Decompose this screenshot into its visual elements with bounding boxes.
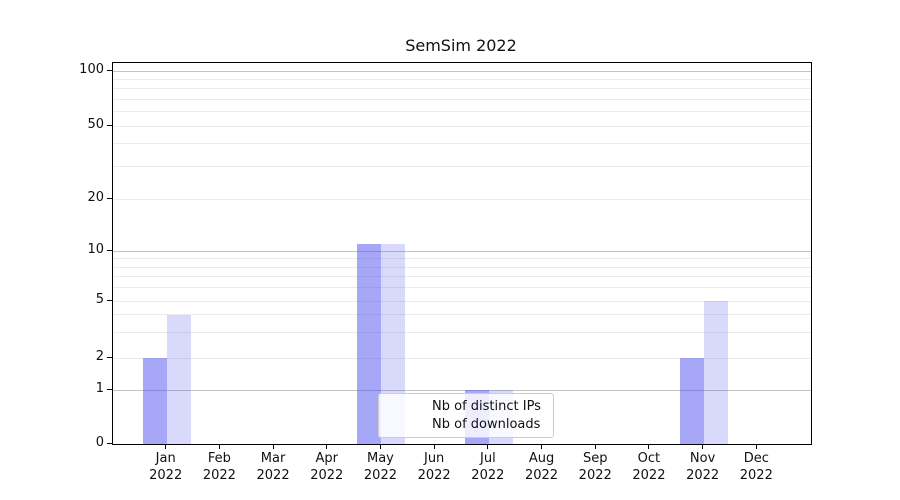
x-tick-label: Jun 2022 bbox=[417, 451, 451, 483]
bar-distinct-ips bbox=[142, 358, 167, 444]
gridline-minor bbox=[113, 198, 811, 200]
x-tick-mark bbox=[218, 444, 220, 449]
legend-label-distinct-ips: Nb of distinct IPs bbox=[432, 399, 541, 414]
gridline-minor bbox=[113, 276, 811, 278]
bar-downloads bbox=[703, 301, 728, 444]
gridline-minor bbox=[113, 111, 811, 113]
y-tick-mark bbox=[107, 249, 112, 251]
legend: Nb of distinct IPs Nb of downloads bbox=[378, 393, 554, 438]
y-tick-mark bbox=[107, 388, 112, 390]
x-tick-mark bbox=[433, 444, 435, 449]
y-tick-label: 20 bbox=[87, 190, 104, 205]
x-tick-mark bbox=[379, 444, 381, 449]
y-tick-mark bbox=[107, 299, 112, 301]
x-tick-label: Oct 2022 bbox=[632, 451, 666, 483]
gridline-minor bbox=[113, 357, 811, 359]
x-tick-label: Nov 2022 bbox=[686, 451, 720, 483]
y-tick-label: 10 bbox=[87, 242, 104, 257]
gridline-minor bbox=[113, 88, 811, 90]
legend-item-distinct-ips: Nb of distinct IPs bbox=[389, 399, 543, 414]
bar-distinct-ips bbox=[679, 358, 704, 444]
y-tick-label: 1 bbox=[95, 381, 104, 396]
bar-downloads bbox=[166, 314, 191, 444]
x-tick-mark bbox=[648, 444, 650, 449]
x-tick-label: Jul 2022 bbox=[471, 451, 505, 483]
x-tick-mark bbox=[487, 444, 489, 449]
x-tick-label: Aug 2022 bbox=[524, 451, 559, 483]
y-tick-label: 100 bbox=[79, 62, 104, 77]
gridline-minor bbox=[113, 300, 811, 302]
x-tick-mark bbox=[702, 444, 704, 449]
gridline-major bbox=[113, 250, 811, 252]
x-tick-label: May 2022 bbox=[363, 451, 397, 483]
y-tick-mark bbox=[107, 124, 112, 126]
x-tick-label: Jan 2022 bbox=[149, 451, 183, 483]
gridline-minor bbox=[113, 314, 811, 316]
y-tick-mark bbox=[107, 442, 112, 444]
gridline-minor bbox=[113, 125, 811, 127]
x-tick-label: Mar 2022 bbox=[256, 451, 290, 483]
gridline-major bbox=[113, 389, 811, 391]
legend-label-downloads: Nb of downloads bbox=[432, 417, 541, 432]
x-tick-mark bbox=[326, 444, 328, 449]
bar-distinct-ips bbox=[357, 243, 382, 444]
chart-title: SemSim 2022 bbox=[405, 36, 517, 55]
gridline-minor bbox=[113, 166, 811, 168]
gridline-minor bbox=[113, 266, 811, 268]
x-tick-label: Sep 2022 bbox=[578, 451, 612, 483]
y-tick-mark bbox=[107, 69, 112, 71]
gridline-minor bbox=[113, 332, 811, 334]
gridline-major bbox=[113, 70, 811, 72]
x-tick-mark bbox=[165, 444, 167, 449]
x-tick-mark bbox=[594, 444, 596, 449]
y-tick-label: 5 bbox=[95, 292, 104, 307]
x-tick-label: Apr 2022 bbox=[310, 451, 344, 483]
x-tick-mark bbox=[755, 444, 757, 449]
legend-swatch-downloads bbox=[389, 418, 422, 431]
gridline-minor bbox=[113, 287, 811, 289]
legend-swatch-distinct-ips bbox=[389, 400, 422, 413]
x-tick-label: Feb 2022 bbox=[202, 451, 236, 483]
y-tick-label: 50 bbox=[87, 117, 104, 132]
gridline-minor bbox=[113, 78, 811, 80]
x-tick-label: Dec 2022 bbox=[739, 451, 773, 483]
gridline-minor bbox=[113, 258, 811, 260]
gridline-minor bbox=[113, 143, 811, 145]
x-tick-mark bbox=[541, 444, 543, 449]
y-tick-mark bbox=[107, 197, 112, 199]
y-tick-label: 2 bbox=[95, 349, 104, 364]
plot-area bbox=[112, 62, 812, 445]
y-tick-label: 0 bbox=[95, 435, 104, 450]
gridline-minor bbox=[113, 98, 811, 100]
legend-item-downloads: Nb of downloads bbox=[389, 417, 543, 432]
x-tick-mark bbox=[272, 444, 274, 449]
y-tick-mark bbox=[107, 356, 112, 358]
